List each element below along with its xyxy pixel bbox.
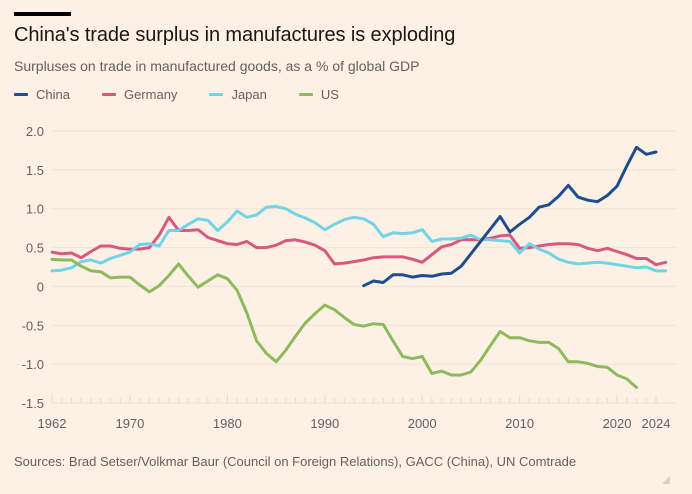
x-tick-label: 1962 — [38, 416, 67, 431]
chart-subtitle: Surpluses on trade in manufactured goods… — [14, 58, 420, 74]
legend-swatch-japan — [209, 93, 224, 96]
legend-swatch-germany — [101, 93, 116, 96]
legend-item-germany: Germany — [101, 87, 178, 102]
legend: China Germany Japan US — [14, 87, 371, 102]
y-tick-label: 1.5 — [26, 163, 44, 178]
legend-label-japan: Japan — [231, 87, 267, 102]
resize-grip-icon — [662, 476, 670, 484]
y-tick-label: 1.0 — [26, 202, 44, 217]
legend-item-china: China — [14, 87, 70, 102]
x-tick-label: 2024 — [642, 416, 671, 431]
legend-label-germany: Germany — [123, 87, 178, 102]
y-tick-label: 0.5 — [26, 241, 44, 256]
source-note: Sources: Brad Setser/Volkmar Baur (Counc… — [14, 454, 577, 469]
y-tick-label: -0.5 — [22, 318, 44, 333]
series-line-japan — [50, 204, 668, 273]
y-tick-label: -1.5 — [22, 396, 44, 411]
legend-item-japan: Japan — [209, 87, 267, 102]
y-tick-label: -1.0 — [22, 357, 44, 372]
x-tick-label: 2020 — [603, 416, 632, 431]
x-tick-label: 1970 — [115, 416, 144, 431]
legend-item-us: US — [298, 87, 339, 102]
y-tick-label: 2.0 — [26, 124, 44, 139]
chart-title: China's trade surplus in manufactures is… — [14, 24, 456, 46]
gridlines — [52, 130, 676, 404]
y-tick-label: 0 — [37, 279, 44, 294]
header-rule — [14, 12, 71, 16]
y-axis: 2.0 1.5 1.0 0.5 0 -0.5 -1.0 -1.5 — [22, 124, 44, 411]
x-axis: 1962 1970 1980 1990 2000 2010 2020 2024 — [38, 395, 671, 431]
x-tick-label: 1990 — [310, 416, 339, 431]
legend-swatch-china — [14, 93, 28, 96]
x-tick-label: 1980 — [213, 416, 242, 431]
series-lines — [50, 145, 668, 389]
series-line-us — [50, 257, 638, 389]
legend-label-china: China — [36, 87, 70, 102]
series-line-china — [362, 145, 658, 288]
x-tick-label: 2010 — [505, 416, 534, 431]
legend-label-us: US — [320, 87, 339, 102]
x-tick-label: 2000 — [408, 416, 437, 431]
series-line-germany — [50, 215, 668, 267]
legend-swatch-us — [298, 93, 313, 96]
